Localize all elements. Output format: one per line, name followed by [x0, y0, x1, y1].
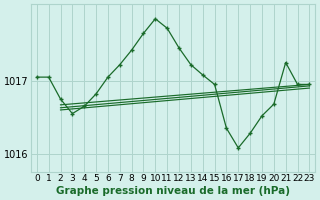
X-axis label: Graphe pression niveau de la mer (hPa): Graphe pression niveau de la mer (hPa) [56, 186, 290, 196]
